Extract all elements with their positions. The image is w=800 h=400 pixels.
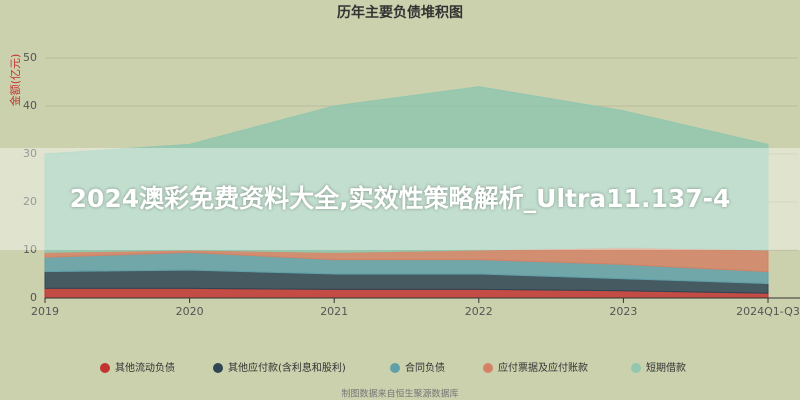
x-tick-label: 2023 xyxy=(609,305,637,318)
chart-title: 历年主要负债堆积图 xyxy=(337,4,463,21)
area xyxy=(44,86,769,253)
y-axis-label: 金额(亿元) xyxy=(8,54,22,107)
legend-marker xyxy=(390,363,400,373)
legend-marker xyxy=(100,363,110,373)
legend-label: 其他流动负债 xyxy=(115,361,175,374)
y-tick-label: 30 xyxy=(23,147,37,160)
legend-label: 应付票据及应付账款 xyxy=(498,361,588,374)
legend-label: 短期借款 xyxy=(646,361,686,374)
y-tick-label: 40 xyxy=(23,99,37,112)
legend-marker xyxy=(631,363,641,373)
y-tick-label: 0 xyxy=(30,291,37,304)
legend-label: 其他应付款(含利息和股利) xyxy=(228,361,346,374)
legend-label: 合同负债 xyxy=(405,361,445,374)
x-tick-label: 2019 xyxy=(31,305,59,318)
y-tick-label: 20 xyxy=(23,195,37,208)
x-tick-label: 2021 xyxy=(320,305,348,318)
x-tick-label: 2024Q1-Q3 xyxy=(736,305,800,318)
legend-marker xyxy=(483,363,493,373)
legend-marker xyxy=(213,363,223,373)
x-tick-label: 2022 xyxy=(465,305,493,318)
y-tick-label: 10 xyxy=(23,243,37,256)
x-tick-label: 2020 xyxy=(176,305,204,318)
y-tick-label: 50 xyxy=(23,51,37,64)
source: 制图数据来自恒生聚源数据库 xyxy=(341,388,458,400)
banner-text: 2024澳彩免费资料大全,实效性策略解析_Ultra11.137-4 xyxy=(69,184,731,213)
banner: 2024澳彩免费资料大全,实效性策略解析_Ultra11.137-4 xyxy=(0,148,800,250)
